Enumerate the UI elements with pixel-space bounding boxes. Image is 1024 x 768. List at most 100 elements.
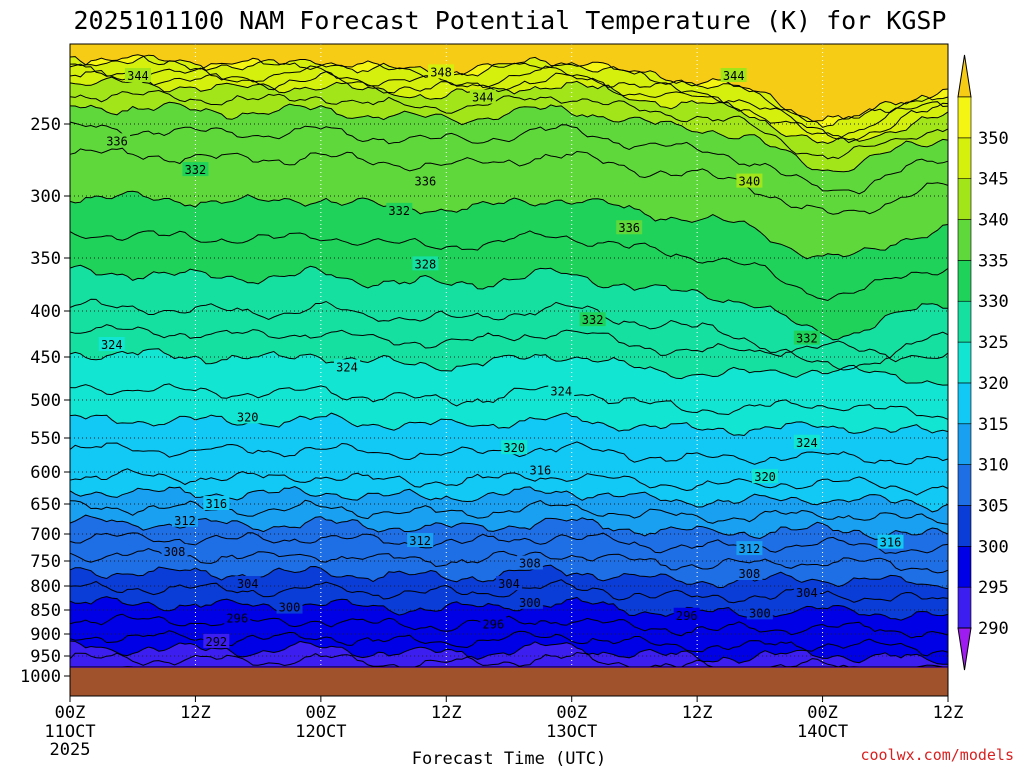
x-tick-label-1: 12Z: [180, 703, 211, 723]
x-tick-date-0: 11OCT: [44, 722, 95, 742]
y-tick-label-350: 350: [30, 249, 61, 269]
contour-label-bg: [98, 337, 125, 352]
contour-label-324: 324: [548, 383, 575, 398]
x-axis-label: Forecast Time (UTC): [412, 749, 606, 768]
isentrope-298: [69, 613, 949, 639]
colorbar-swatch-11: [957, 137, 972, 179]
colorbar-arrow-top: [957, 54, 972, 98]
isentrope-338: [69, 121, 949, 195]
ground: [70, 668, 948, 696]
contour-label-bg: [720, 68, 747, 82]
y-tick-label-600: 600: [30, 463, 61, 483]
contour-label-bg: [203, 496, 230, 510]
isentrope-300: [69, 596, 949, 621]
contour-label-text: 336: [618, 221, 640, 235]
colorbar: 290 295 300 305 310 315 320 325 330 335 340 345 350: [957, 54, 1009, 671]
y-tick-label-950: 950: [30, 647, 61, 667]
contour-label-text: 304: [498, 577, 520, 591]
y-tick-label-300: 300: [30, 187, 61, 207]
contour-label-308: 308: [736, 566, 763, 581]
contour-label-text: 344: [127, 69, 149, 83]
contour-label-text: 316: [205, 497, 227, 511]
isentrope-314: [69, 485, 949, 513]
contour-label-348: 348: [428, 64, 455, 79]
x-tick-label-3: 12Z: [431, 703, 462, 723]
x-tick-date-4: 13OCT: [546, 722, 597, 742]
contour-label-text: 328: [415, 257, 437, 271]
contour-label-text: 308: [519, 557, 541, 571]
contour-label-324: 324: [793, 434, 820, 450]
contour-label-text: 316: [880, 536, 902, 550]
contour-label-bg: [234, 409, 261, 424]
contour-label-text: 340: [739, 175, 761, 189]
contour-label-332: 332: [579, 312, 606, 327]
contour-label-text: 308: [164, 545, 186, 559]
colorbar-label-320: 320: [978, 374, 1009, 394]
theta-band-292: [70, 652, 948, 668]
contour-label-bg: [516, 594, 543, 609]
contour-label-344: 344: [720, 68, 747, 83]
contour-label-308: 308: [161, 543, 188, 559]
contour-label-text: 332: [796, 332, 818, 346]
contour-label-bg: [161, 543, 188, 558]
contour-label-bg: [616, 220, 643, 235]
plot-area: [70, 44, 948, 696]
isentrope-304: [69, 564, 949, 590]
x-tick-label-0: 00Z: [55, 703, 86, 723]
contour-label-316: 316: [877, 534, 904, 550]
contour-label-316: 316: [203, 496, 230, 511]
plot-frame: [69, 43, 949, 697]
contour-label-304: 304: [234, 576, 261, 591]
contour-label-344: 344: [124, 68, 151, 83]
x-tick-label-5: 12Z: [682, 703, 713, 723]
contour-label-bg: [224, 610, 251, 625]
contour-label-320: 320: [234, 409, 261, 424]
colorbar-label-335: 335: [978, 251, 1009, 271]
contour-label-336: 336: [412, 173, 439, 189]
contour-labels: 344 348 344 344 336 332 336 340 332 336 328 332 332 3…: [98, 64, 904, 649]
chart-title: 2025101100 NAM Forecast Potential Temper…: [74, 6, 947, 35]
contour-label-text: 316: [530, 464, 552, 478]
contour-label-text: 324: [796, 436, 818, 450]
colorbar-swatch-1: [957, 546, 972, 588]
y-tick-label-850: 850: [30, 601, 61, 621]
contour-label-308: 308: [516, 555, 543, 571]
contour-label-bg: [428, 64, 455, 79]
contour-label-bg: [469, 89, 496, 104]
contour-label-bg: [516, 555, 543, 570]
isentrope-336: [69, 147, 949, 215]
colorbar-label-290: 290: [978, 619, 1009, 639]
isentrope-352: [69, 54, 949, 123]
isentrope-324: [69, 348, 949, 386]
contour-label-text: 312: [739, 542, 761, 556]
contour-label-bg: [673, 607, 700, 622]
grid: [70, 44, 948, 668]
contour-label-304: 304: [496, 576, 522, 591]
contour-label-bg: [171, 512, 198, 527]
contour-label-320: 320: [501, 440, 528, 455]
contour-label-312: 312: [407, 533, 434, 548]
x-tick-label-4: 00Z: [556, 703, 587, 723]
contour-label-text: 304: [237, 577, 259, 591]
x-tick-year-0: 2025: [50, 740, 91, 760]
contour-label-bg: [793, 434, 820, 449]
isentrope-332: [69, 230, 949, 302]
contour-label-bg: [496, 576, 522, 590]
contour-label-text: 332: [185, 163, 207, 177]
isentrope-350: [69, 54, 949, 128]
y-tick-label-650: 650: [30, 495, 61, 515]
y-tick-label-900: 900: [30, 625, 61, 645]
contour-label-text: 300: [749, 606, 771, 620]
colorbar-swatch-7: [957, 300, 972, 343]
colorbar-swatch-8: [957, 260, 972, 302]
contour-label-bg: [386, 202, 413, 217]
contour-label-bg: [234, 576, 261, 590]
colorbar-swatch-10: [957, 178, 972, 220]
isentrope-326: [69, 324, 949, 363]
contour-label-text: 348: [430, 65, 452, 79]
colorbar-label-330: 330: [978, 292, 1009, 312]
credit-link[interactable]: coolwx.com/models: [860, 746, 1014, 764]
contour-label-336: 336: [104, 133, 131, 148]
x-tick-label-7: 12Z: [933, 703, 964, 723]
isentrope-316: [69, 468, 949, 496]
